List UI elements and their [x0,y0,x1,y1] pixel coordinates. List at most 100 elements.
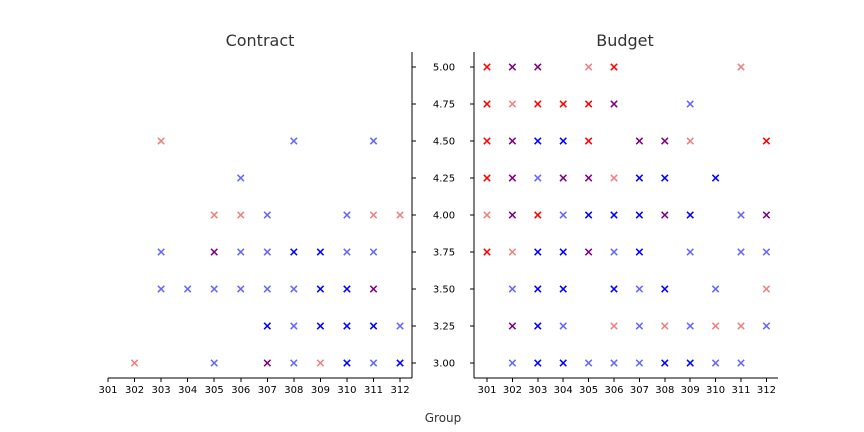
budget-point [635,174,644,182]
budget-point [508,63,517,71]
budget-point [762,322,771,330]
contract-x-tick-label: 304 [178,385,197,396]
budget-point [559,174,567,182]
contract-point [263,322,272,330]
contract-point [157,248,165,256]
contract-point [237,248,245,256]
budget-point [635,137,644,145]
budget-point [534,100,542,108]
contract-point [290,359,298,367]
budget-points [483,63,771,367]
budget-point [711,322,720,330]
budget-point [635,322,644,330]
y-tick-label: 5.00 [433,63,455,74]
budget-point [635,285,644,293]
budget-x-tick-label: 310 [706,385,725,396]
contract-point [343,322,351,330]
budget-point [534,285,542,293]
contract-point [183,285,192,293]
budget-point [483,63,491,71]
budget-point [508,174,517,182]
y-tick-label: 3.50 [433,285,455,296]
budget-point [559,248,567,256]
budget-x-tick-label: 307 [630,385,649,396]
budget-point [584,211,593,219]
contract-x-tick-label: 311 [364,385,383,396]
budget-point [610,285,618,293]
budget-point [584,248,593,256]
budget-point [661,285,669,293]
y-tick-label: 4.50 [433,137,455,148]
budget-point [483,137,491,145]
budget-point [762,211,771,219]
contract-point [290,137,298,145]
budget-point [762,248,771,256]
contract-point [237,174,245,182]
budget-point [686,322,694,330]
contract-x-tick-label: 308 [284,385,303,396]
budget-panel: Budget 301 302 303 304 305 306 307 308 309 310 311… [473,31,778,396]
budget-point [610,322,618,330]
contract-point [369,248,378,256]
budget-point [584,359,593,367]
budget-point [508,211,517,219]
contract-point [369,359,378,367]
budget-x-tick-label: 305 [579,385,598,396]
budget-point [534,174,542,182]
budget-point [534,211,542,219]
contract-x-tick-label: 309 [311,385,330,396]
contract-point [369,322,378,330]
contract-point [263,248,272,256]
contract-point [369,211,378,219]
budget-point [737,322,745,330]
budget-point [559,285,567,293]
x-axis-title: Group [425,411,462,425]
contract-point [343,359,351,367]
budget-point [534,359,542,367]
budget-point [661,322,669,330]
budget-point [483,248,491,256]
budget-point [584,174,593,182]
budget-point [584,63,593,71]
budget-point [483,100,491,108]
budget-point [508,285,517,293]
budget-point [686,211,694,219]
y-tick-label: 3.75 [433,248,455,259]
budget-point [534,137,542,145]
y-tick-label: 3.00 [433,359,455,370]
budget-point [584,100,593,108]
budget-point [661,137,669,145]
budget-point [559,322,567,330]
budget-x-tick-label: 311 [731,385,750,396]
budget-point [508,322,517,330]
budget-point [559,100,567,108]
budget-point [559,137,567,145]
budget-point [711,359,720,367]
contract-x-tick-label: 306 [231,385,250,396]
budget-point [762,285,771,293]
contract-point [316,248,325,256]
budget-x-tick-label: 308 [655,385,674,396]
budget-point [610,174,618,182]
y-tick-label: 3.25 [433,322,455,333]
budget-point [737,248,745,256]
contract-point [316,322,325,330]
budget-x-tick-label: 301 [477,385,496,396]
budget-point [635,359,644,367]
budget-point [610,100,618,108]
contract-point [263,211,272,219]
budget-point [508,248,517,256]
budget-point [737,211,745,219]
budget-point [610,248,618,256]
contract-point [210,285,218,293]
contract-point [210,248,218,256]
budget-point [635,248,644,256]
contract-point [343,248,351,256]
y-tick-label: 4.75 [433,100,455,111]
contract-point [290,285,298,293]
contract-x-tick-label: 303 [152,385,171,396]
budget-point [483,211,491,219]
budget-point [686,137,694,145]
budget-x-ticks: 301 302 303 304 305 306 307 308 309 310 311 312 [477,378,776,396]
